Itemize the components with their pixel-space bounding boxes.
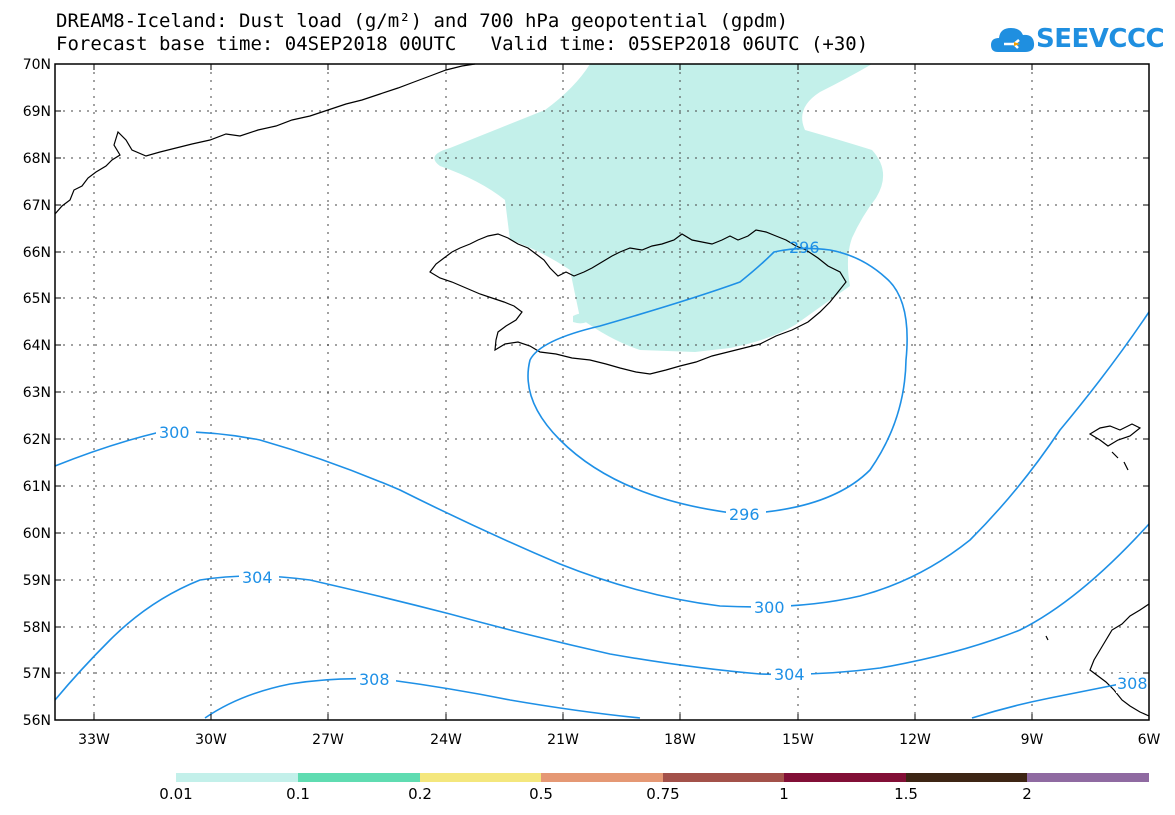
colorbar-label: 0.75: [646, 785, 680, 803]
contour-label: 308: [359, 670, 390, 689]
lon-label: 15W: [782, 732, 814, 748]
lat-label: 70N: [23, 57, 51, 73]
lon-label: 12W: [899, 732, 931, 748]
coastline-greenland: [54, 63, 476, 215]
lon-label: 9W: [1021, 732, 1044, 748]
cloud-icon: [991, 28, 1035, 52]
dust-load-area: [434, 64, 884, 352]
colorbar-segment: [906, 773, 1027, 782]
contour-label: 296: [729, 505, 760, 524]
lat-label: 61N: [23, 479, 51, 495]
lat-label: 63N: [23, 385, 51, 401]
coastline-faroe: [1088, 423, 1142, 471]
lon-label: 6W: [1138, 732, 1161, 748]
lat-label: 64N: [23, 338, 51, 354]
lat-label: 62N: [23, 432, 51, 448]
lat-label: 66N: [23, 245, 51, 261]
lon-label: 24W: [430, 732, 462, 748]
contour-label: 308: [1117, 674, 1148, 693]
contour-308-left: [204, 677, 641, 719]
axis-ticks: [55, 64, 1149, 720]
latitude-labels: 70N 69N 68N 67N 66N 65N 64N 63N 62N 61N …: [23, 57, 51, 729]
contour-304: [54, 523, 1150, 701]
colorbar-label: 0.1: [286, 785, 310, 803]
colorbar-label: 2: [1022, 785, 1032, 803]
colorbar-label: 0.2: [408, 785, 432, 803]
coastlines: [54, 63, 1150, 717]
lat-label: 56N: [23, 713, 51, 729]
contour-296: [527, 247, 908, 515]
contour-label: 300: [754, 598, 785, 617]
dust-load-fill: [434, 64, 884, 352]
contour-label: 304: [774, 665, 805, 684]
colorbar-segment: [784, 773, 906, 782]
lat-label: 58N: [23, 620, 51, 636]
contour-label: 296: [789, 238, 820, 257]
map-title: DREAM8-Iceland: Dust load (g/m²) and 700…: [56, 10, 789, 32]
dust-load-fill-small: [573, 313, 592, 324]
colorbar-segment: [541, 773, 663, 782]
lon-label: 18W: [664, 732, 696, 748]
lat-label: 59N: [23, 573, 51, 589]
lat-label: 68N: [23, 151, 51, 167]
colorbar-segment: [663, 773, 784, 782]
colorbar-segment: [420, 773, 541, 782]
lat-label: 69N: [23, 104, 51, 120]
coastline-iceland: [429, 229, 847, 375]
colorbar-label: 1: [779, 785, 789, 803]
coastline-rockall: [1045, 635, 1049, 641]
colorbar-segment: [298, 773, 420, 782]
seevccc-logo: SEEVCCC: [990, 20, 1165, 60]
contour-300: [54, 311, 1150, 608]
lat-label: 60N: [23, 526, 51, 542]
lon-label: 30W: [195, 732, 227, 748]
lon-label: 33W: [78, 732, 110, 748]
contour-labels: 296 296 300 300 304 304 308 308: [156, 238, 1149, 693]
coastline-scotland: [1089, 603, 1150, 717]
lat-label: 67N: [23, 198, 51, 214]
logo-text: SEEVCCC: [1036, 24, 1165, 54]
lon-label: 21W: [547, 732, 579, 748]
lat-label: 57N: [23, 666, 51, 682]
map-subtitle: Forecast base time: 04SEP2018 00UTC Vali…: [56, 33, 869, 55]
colorbar-segment: [176, 773, 298, 782]
colorbar-label: 0.5: [529, 785, 553, 803]
colorbar-segment: [1027, 773, 1149, 782]
lon-label: 27W: [312, 732, 344, 748]
graticule: [55, 64, 1149, 720]
contour-label: 300: [159, 423, 190, 442]
contour-label: 304: [242, 568, 273, 587]
colorbar-label: 1.5: [894, 785, 918, 803]
colorbar-label: 0.01: [159, 785, 193, 803]
lat-label: 65N: [23, 291, 51, 307]
longitude-labels: 33W 30W 27W 24W 21W 18W 15W 12W 9W 6W: [78, 732, 1160, 748]
